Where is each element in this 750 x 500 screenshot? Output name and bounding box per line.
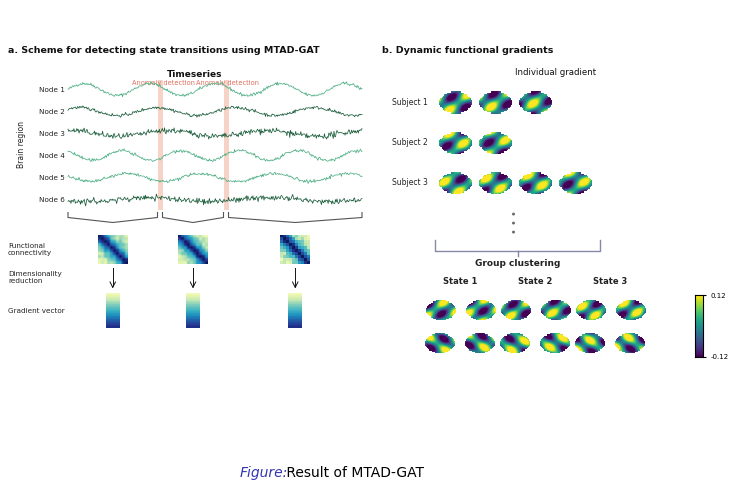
Text: Anomaly detection: Anomaly detection: [131, 80, 194, 86]
Bar: [224, 80, 229, 210]
Text: Anomaly detection: Anomaly detection: [196, 80, 260, 86]
Text: Node 6: Node 6: [39, 196, 65, 202]
Text: Dimensionality
reduction: Dimensionality reduction: [8, 271, 62, 284]
Text: Timeseries: Timeseries: [167, 70, 223, 78]
Text: a. Scheme for detecting state transitions using MTAD-GAT: a. Scheme for detecting state transition…: [8, 46, 320, 54]
Text: State 2: State 2: [518, 278, 552, 286]
Text: Result of MTAD-GAT: Result of MTAD-GAT: [11, 12, 244, 32]
Text: Result of MTAD-GAT: Result of MTAD-GAT: [282, 466, 424, 480]
Text: Node 5: Node 5: [39, 174, 65, 180]
Text: b. Dynamic functional gradients: b. Dynamic functional gradients: [382, 46, 554, 54]
Text: Subject 1: Subject 1: [392, 98, 427, 107]
Text: State 1: State 1: [442, 278, 477, 286]
Text: Gradient vector: Gradient vector: [8, 308, 64, 314]
Text: Functional
connectivity: Functional connectivity: [8, 243, 52, 256]
Text: State 3: State 3: [592, 278, 627, 286]
Text: Brain region: Brain region: [17, 121, 26, 168]
Text: Node 3: Node 3: [39, 130, 65, 136]
Text: • • •: • • •: [510, 210, 520, 234]
Text: Node 1: Node 1: [39, 86, 65, 92]
Text: Node 2: Node 2: [39, 108, 65, 114]
Text: Subject 2: Subject 2: [392, 138, 427, 147]
Text: Group clustering: Group clustering: [475, 258, 560, 268]
Text: Subject 3: Subject 3: [392, 178, 427, 187]
Text: Figure:: Figure:: [240, 466, 288, 480]
Text: Individual gradient: Individual gradient: [515, 68, 596, 76]
Text: Node 4: Node 4: [39, 152, 65, 158]
Bar: [158, 80, 163, 210]
